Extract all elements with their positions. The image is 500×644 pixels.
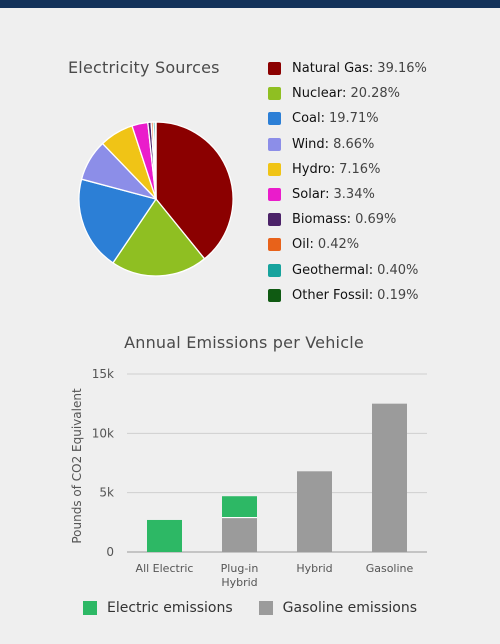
legend-value: 20.28% [350,86,401,102]
y-tick-label: 0 [106,545,114,559]
bar-plug-in-hybrid-gasoline-emissions [222,517,257,552]
pie-legend: Natural Gas:39.16% Nuclear:20.28% Coal:19.… [268,56,427,308]
bar-legend: Electric emissions Gasoline emissions [0,600,500,616]
legend-label: Nuclear [292,86,343,102]
pie-legend-item-biomass: Biomass:0.69% [268,207,427,232]
legend-swatch [268,238,281,252]
legend-separator: : [320,111,325,127]
legend-label: Wind [292,136,325,152]
legend-label: Electric emissions [106,600,233,616]
pie-legend-item-natural-gas: Natural Gas:39.16% [268,56,427,81]
pie-legend-item-wind: Wind:8.66% [268,132,427,157]
pie-slice-other-fossil [154,121,157,200]
pie-legend-item-hydro: Hydro:7.16% [268,157,427,182]
x-tick-label: Gasoline [366,562,414,575]
bar-all-electric-electric-emissions [147,519,182,552]
legend-value: 8.66% [333,136,375,152]
bar-gasoline-gasoline-emissions [372,403,407,552]
pie-slice-natural-gas [155,121,234,260]
legend-value: 7.16% [339,161,381,177]
legend-swatch [268,62,281,76]
legend-swatch [268,263,281,277]
legend-label: Oil [292,237,310,253]
legend-swatch [268,188,281,202]
bar-legend-item-gasoline-emissions: Gasoline emissions [258,600,418,616]
legend-value: 3.34% [333,187,375,203]
legend-value: 0.19% [377,287,419,303]
legend-value: 19.71% [329,111,379,127]
pie-legend-item-solar: Solar:3.34% [268,182,427,207]
legend-swatch [258,601,273,615]
legend-swatch [82,601,97,615]
y-axis-label: Pounds of CO2 Equivalent [70,388,84,544]
legend-label: Geothermal [292,262,369,278]
pie-chart [78,121,234,277]
legend-value: 0.40% [377,262,419,278]
y-tick-label: 5k [99,486,114,500]
legend-separator: : [324,136,330,152]
legend-label: Solar [292,187,326,203]
legend-separator: : [330,161,336,177]
legend-label: Coal [292,111,321,127]
pie-legend-item-nuclear: Nuclear:20.28% [268,81,427,106]
pie-slice-coal [78,178,157,264]
x-tick-label: Hybrid [296,562,332,575]
legend-separator: : [342,86,347,102]
x-tick-label: Plug-in Hybrid [221,562,259,589]
legend-swatch [268,213,281,227]
bar-hybrid-gasoline-emissions [297,471,332,552]
legend-swatch [268,87,281,101]
y-tick-label: 10k [92,426,114,440]
pie-slice-nuclear [112,198,206,277]
bar-plug-in-hybrid-electric-emissions [222,496,257,518]
pie-legend-item-coal: Coal:19.71% [268,106,427,131]
legend-label: Hydro [292,161,331,177]
legend-swatch [268,162,281,176]
legend-separator: : [309,237,314,253]
legend-value: 39.16% [377,61,427,77]
pie-legend-item-oil: Oil:0.42% [268,232,427,257]
top-banner [0,0,500,8]
legend-separator: : [346,212,352,228]
legend-separator: : [368,287,374,303]
pie-legend-item-geothermal: Geothermal:0.40% [268,258,427,283]
legend-separator: : [325,187,330,203]
y-tick-label: 15k [92,367,114,381]
legend-value: 0.69% [355,212,397,228]
legend-label: Other Fossil [292,287,369,303]
bar-legend-item-electric-emissions: Electric emissions [82,600,233,616]
legend-separator: : [368,61,374,77]
bar-chart-title: Annual Emissions per Vehicle [124,333,364,352]
legend-label: Natural Gas [292,61,369,77]
legend-swatch [268,112,281,126]
legend-swatch [268,288,281,302]
pie-legend-item-other-fossil: Other Fossil:0.19% [268,283,427,308]
legend-value: 0.42% [317,237,360,253]
legend-label: Gasoline emissions [282,600,418,616]
pie-chart-title: Electricity Sources [68,58,220,77]
legend-label: Biomass [292,212,347,228]
legend-swatch [268,137,281,151]
bar-chart: 0 5k 10k 15k Pounds of CO2 Equivalent All Ele… [70,367,427,589]
legend-separator: : [368,262,374,278]
x-tick-label: All Electric [136,562,194,575]
